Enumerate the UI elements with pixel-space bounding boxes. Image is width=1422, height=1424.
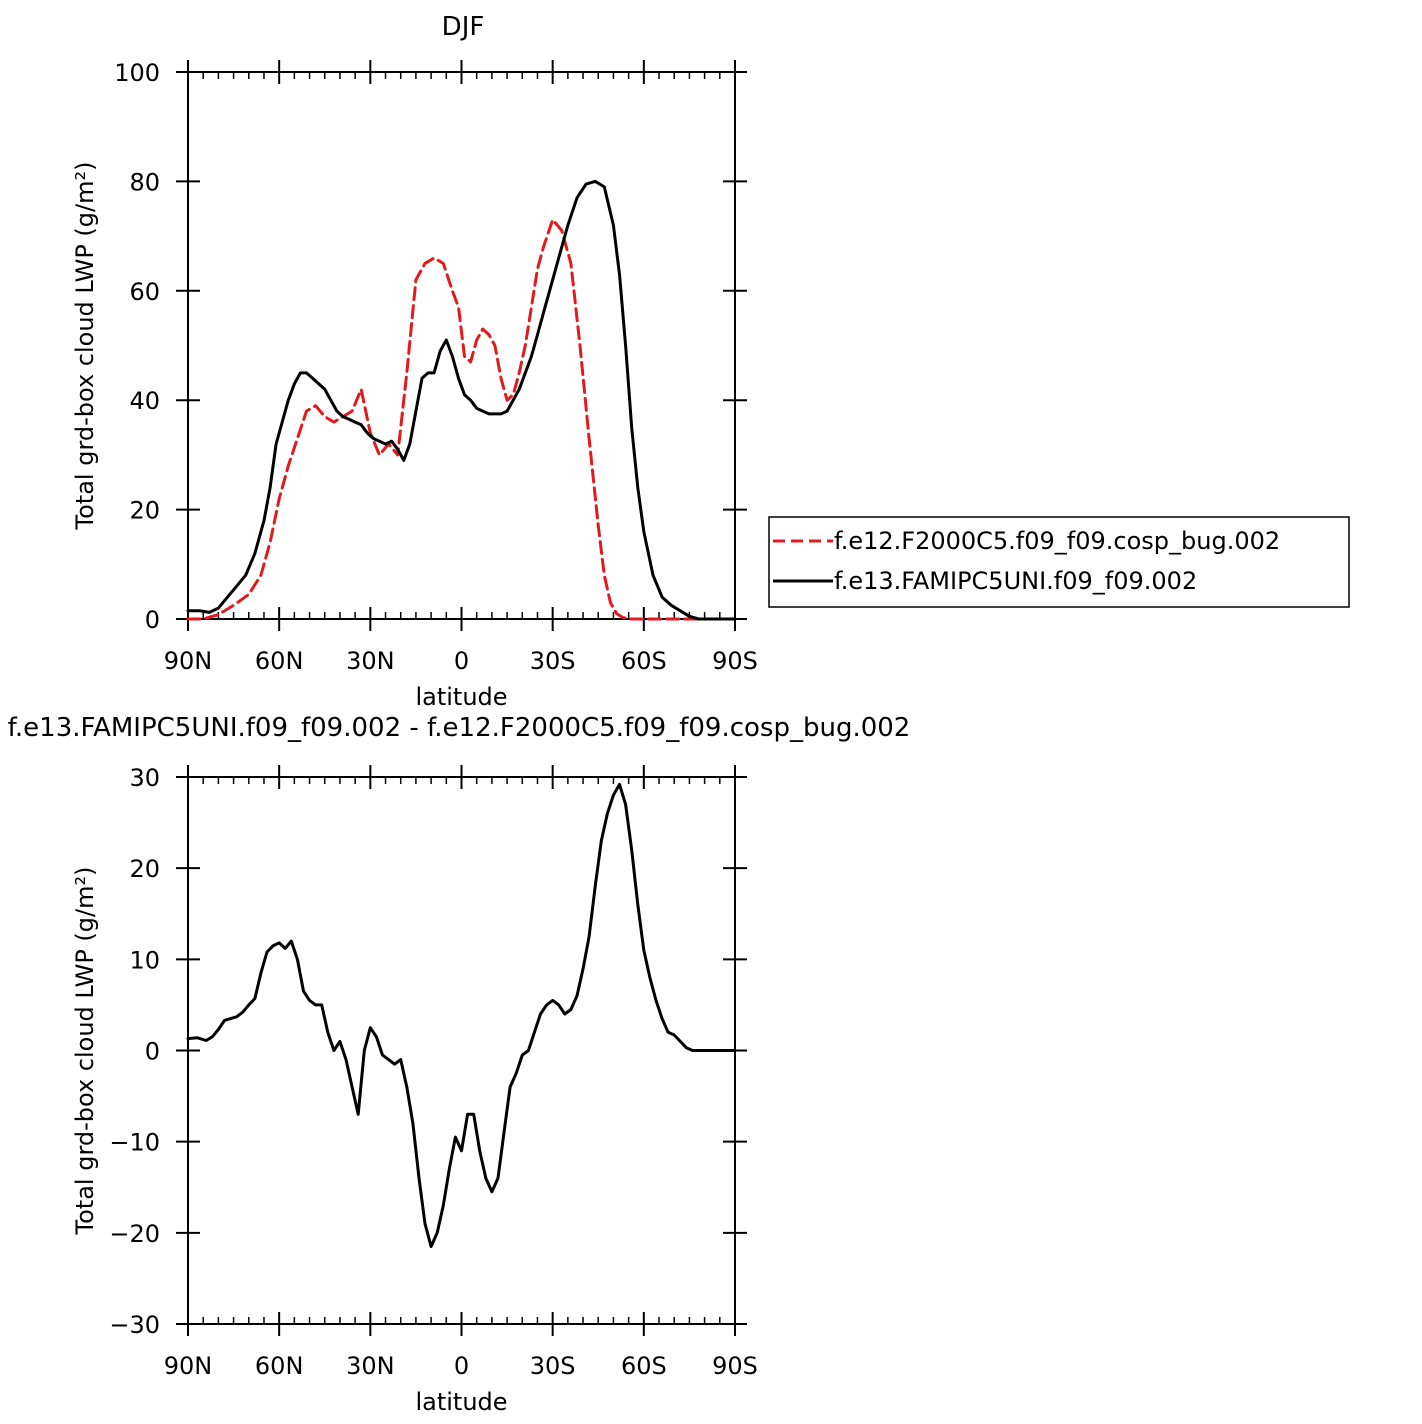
x-tick-label: 60S [621, 1352, 667, 1380]
y-tick-label: 80 [129, 168, 160, 196]
y-tick-label: −20 [109, 1220, 160, 1248]
y-tick-label: 100 [114, 59, 160, 87]
y-axis-label: Total grd-box cloud LWP (g/m²) [71, 867, 99, 1236]
y-tick-label: −10 [109, 1129, 160, 1157]
x-tick-label: 60N [255, 647, 304, 675]
y-tick-label: −30 [109, 1311, 160, 1339]
legend-box [768, 516, 1350, 608]
x-tick-label: 30S [530, 1352, 576, 1380]
x-tick-label: 90N [164, 647, 213, 675]
legend: f.e12.F2000C5.f09_f09.cosp_bug.002 f.e13.… [768, 516, 1350, 608]
x-tick-label: 60N [255, 1352, 304, 1380]
bottom-panel-title: f.e13.FAMIPC5UNI.f09_f09.002 - f.e12.F20… [8, 713, 911, 743]
top-panel-djf: DJF 90N 60N 30N 0 30S 60S 90S 0 20 40 60 80 100 latit… [71, 12, 1350, 711]
y-axis-label: Total grd-box cloud LWP (g/m²) [71, 162, 99, 531]
y-tick-label: 20 [129, 855, 160, 883]
x-tick-label: 0 [454, 1352, 469, 1380]
y-tick-label: 60 [129, 278, 160, 306]
x-axis-label: latitude [415, 1388, 507, 1416]
x-tick-label: 90S [712, 647, 758, 675]
series-line-1 [186, 782, 737, 1248]
y-tick-label: 0 [145, 1038, 160, 1066]
y-tick-label: 20 [129, 497, 160, 525]
legend-entry-label: f.e12.F2000C5.f09_f09.cosp_bug.002 [834, 527, 1280, 555]
x-tick-label: 90S [712, 1352, 758, 1380]
x-axis-label: latitude [415, 683, 507, 711]
series-line-2 [186, 179, 737, 621]
legend-entry-label: f.e13.FAMIPC5UNI.f09_f09.002 [834, 567, 1197, 595]
x-tick-label: 90N [164, 1352, 213, 1380]
x-tick-label: 30N [346, 647, 395, 675]
y-tick-label: 10 [129, 946, 160, 974]
x-tick-label: 30S [530, 647, 576, 675]
y-tick-label: 0 [145, 606, 160, 634]
bottom-panel-difference: f.e13.FAMIPC5UNI.f09_f09.002 - f.e12.F20… [8, 713, 911, 1416]
y-tick-label: 40 [129, 387, 160, 415]
top-panel-title: DJF [442, 12, 485, 42]
y-tick-label: 30 [129, 764, 160, 792]
series-line-1 [186, 218, 737, 621]
x-tick-label: 60S [621, 647, 667, 675]
x-tick-label: 30N [346, 1352, 395, 1380]
plot-frame [187, 776, 736, 1325]
x-tick-label: 0 [454, 647, 469, 675]
